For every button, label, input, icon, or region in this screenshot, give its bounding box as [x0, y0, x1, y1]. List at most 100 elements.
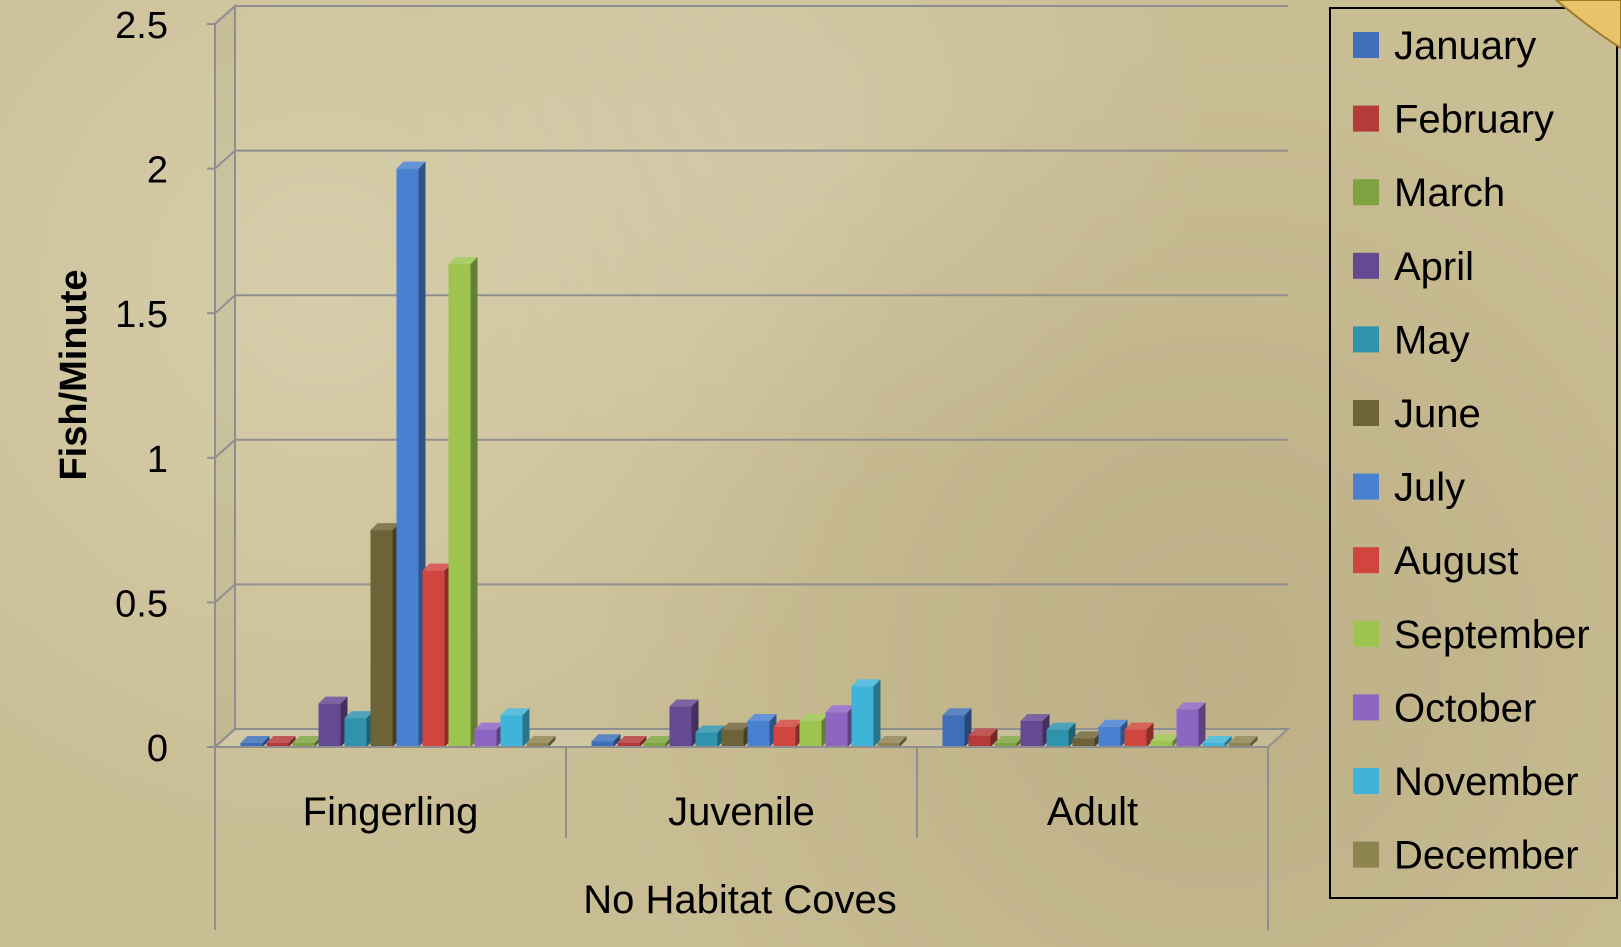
bar-front: [396, 168, 419, 748]
legend-label: January: [1394, 24, 1536, 68]
x-tick-label: Juvenile: [668, 790, 815, 834]
bar-front: [1124, 729, 1147, 747]
legend-swatch: [1353, 547, 1379, 574]
bar-side: [873, 679, 881, 747]
legend-item: December: [1353, 834, 1579, 878]
x-tick-label: Adult: [1047, 790, 1138, 834]
bar-top: [396, 161, 426, 169]
bar-front: [1150, 741, 1173, 747]
legend-item: August: [1353, 539, 1519, 583]
bar-side: [1250, 736, 1258, 747]
bar: [747, 713, 777, 747]
bar-front: [1202, 743, 1225, 747]
bar-top: [1176, 702, 1206, 710]
bar-top: [643, 736, 673, 743]
legend-item: November: [1353, 760, 1579, 804]
bar: [240, 736, 270, 747]
bar-top: [1202, 736, 1232, 743]
legend: January February March April May June July Augu…: [1329, 7, 1618, 899]
bar: [825, 705, 855, 747]
bar-side: [1198, 702, 1206, 747]
legend-frame: [1329, 7, 1618, 899]
bar: [396, 161, 426, 748]
legend-label: October: [1394, 686, 1536, 730]
bar-top: [344, 711, 374, 719]
axes: 0 0.5 1 1.5 2 2.5 Fingerling Juvenile Adult: [115, 5, 1269, 930]
bar-front: [747, 720, 770, 747]
bar-front: [591, 741, 614, 747]
bar: [695, 725, 725, 747]
bar-front: [1072, 738, 1095, 747]
legend-item: May: [1353, 318, 1470, 362]
gridline-side: [214, 5, 236, 25]
legend-item: January: [1353, 24, 1536, 68]
bar: [500, 708, 530, 747]
legend-item: June: [1353, 392, 1481, 436]
bar-front: [643, 743, 666, 747]
bar-top: [799, 713, 829, 721]
bar-front: [799, 720, 822, 747]
bar-front: [877, 743, 900, 747]
bar-top: [292, 736, 322, 743]
legend-label: July: [1394, 466, 1465, 510]
bar: [851, 679, 881, 747]
bar: [799, 713, 829, 747]
gridline-side: [214, 439, 236, 459]
bar-top: [1020, 713, 1050, 721]
bar-top: [526, 736, 556, 743]
bar-top: [422, 563, 452, 571]
bar-side: [613, 734, 621, 747]
bar: [1020, 713, 1050, 747]
corner-ribbon-decoration: [1554, 0, 1621, 50]
bar-front: [825, 712, 848, 747]
bar-front: [500, 715, 523, 747]
bar: [344, 711, 374, 747]
bar-top: [617, 736, 647, 743]
bar-front: [240, 743, 263, 747]
bar-side: [639, 736, 647, 747]
bar: [1098, 719, 1128, 747]
legend-label: November: [1394, 760, 1579, 804]
bar-front: [1176, 709, 1199, 747]
bar: [617, 736, 647, 747]
bar-top: [851, 679, 881, 687]
bar-top: [1046, 722, 1076, 730]
bar-top: [1098, 719, 1128, 727]
x-axis-label: No Habitat Coves: [583, 878, 896, 922]
legend-swatch: [1353, 473, 1379, 500]
bar-front: [994, 743, 1017, 747]
bar-front: [851, 686, 874, 747]
bar-side: [262, 736, 270, 747]
bar-front: [968, 735, 991, 747]
bar-top: [773, 719, 803, 727]
bar-side: [470, 257, 478, 747]
legend-item: September: [1353, 613, 1590, 657]
legend-label: February: [1394, 98, 1554, 142]
bar-side: [548, 736, 556, 747]
bar: [1228, 736, 1258, 747]
bar-front: [695, 732, 718, 747]
bar-side: [288, 736, 296, 747]
bar-front: [1228, 743, 1251, 747]
bar-top: [825, 705, 855, 713]
bar-top: [1228, 736, 1258, 743]
y-axis-label: Fish/Minute: [53, 269, 95, 480]
bar: [1046, 722, 1076, 747]
y-tick-label: 2: [147, 150, 168, 192]
legend-label: August: [1394, 539, 1519, 583]
bar: [877, 736, 907, 747]
legend-swatch: [1353, 841, 1379, 868]
bar-top: [591, 734, 621, 742]
bar-front: [773, 726, 796, 747]
bar-front: [669, 706, 692, 747]
bar: [448, 257, 478, 747]
bar: [474, 722, 504, 747]
bar-top: [500, 708, 530, 716]
legend-swatch: [1353, 252, 1379, 279]
bar-top: [1072, 731, 1102, 739]
legend-item: February: [1353, 98, 1554, 142]
bar-side: [899, 736, 907, 747]
y-tick-label: 0: [147, 728, 168, 770]
bar-front: [1020, 720, 1043, 747]
